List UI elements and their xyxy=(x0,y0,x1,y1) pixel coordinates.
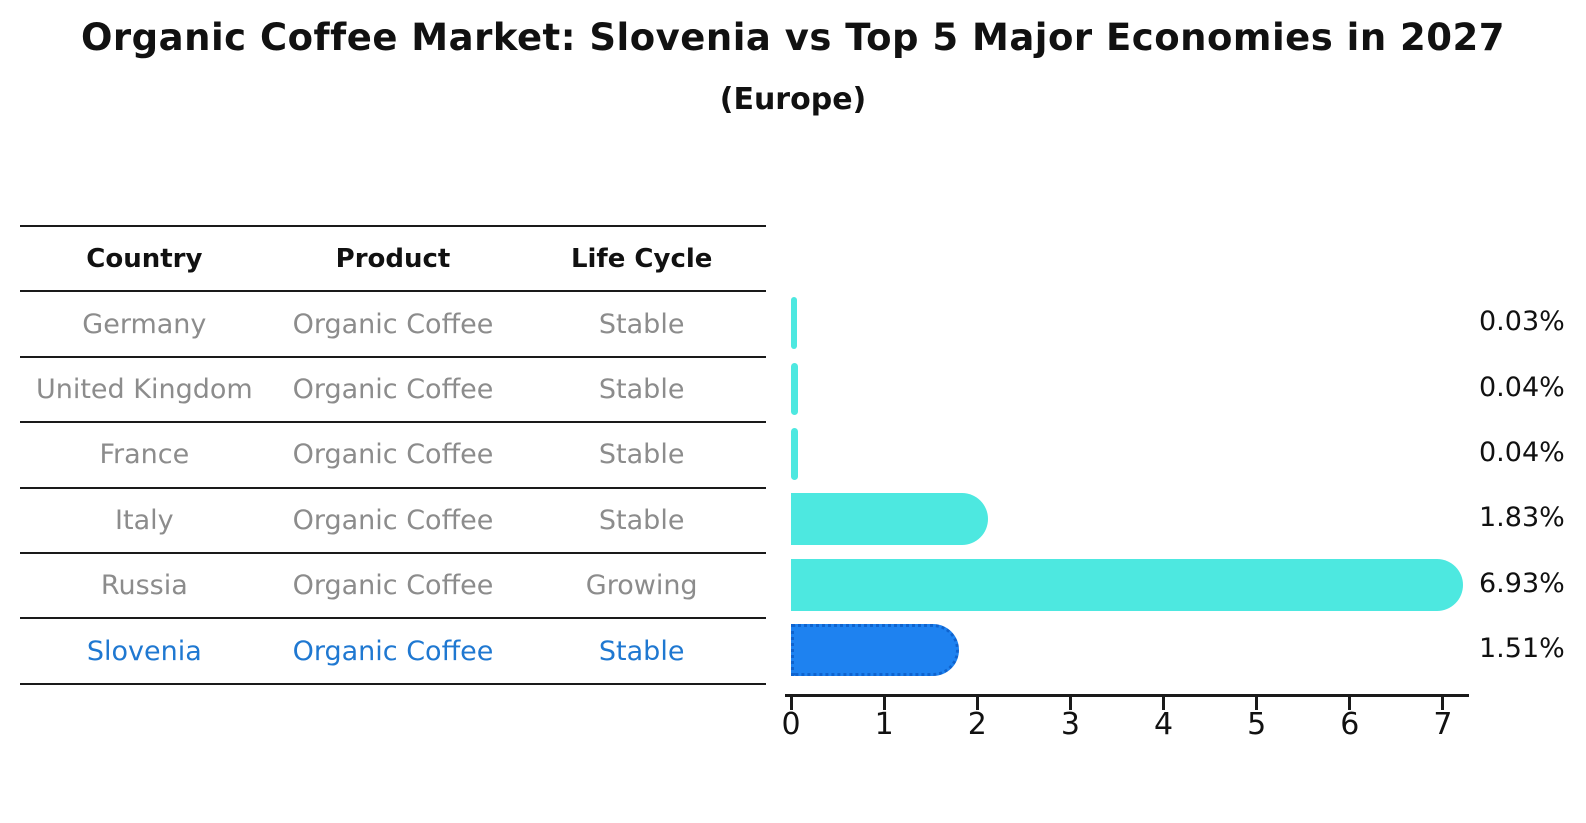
x-axis xyxy=(785,694,1469,697)
table-row: United Kingdom Organic Coffee Stable xyxy=(20,355,766,421)
cell-country: United Kingdom xyxy=(35,373,253,405)
data-table: Country Product Life Cycle Germany Organ… xyxy=(20,225,766,685)
cell-product: Organic Coffee xyxy=(292,373,494,405)
table-row: Russia Organic Coffee Growing xyxy=(20,551,766,617)
value-label: 1.83% xyxy=(1479,502,1565,534)
x-tick-label: 1 xyxy=(874,707,894,742)
header-country: Country xyxy=(86,243,203,274)
cell-life-cycle: Stable xyxy=(598,504,685,536)
cell-country: Italy xyxy=(115,504,174,536)
cell-product: Organic Coffee xyxy=(292,439,494,471)
bar-germany xyxy=(791,297,797,350)
x-tick-label: 7 xyxy=(1433,707,1453,742)
x-tick-label: 2 xyxy=(967,707,987,742)
bar-russia xyxy=(791,558,1464,611)
x-tick xyxy=(975,697,979,710)
bar-slovenia xyxy=(791,624,959,677)
value-label: 6.93% xyxy=(1479,567,1565,599)
x-tick-label: 4 xyxy=(1154,707,1174,742)
cell-product: Organic Coffee xyxy=(292,635,494,667)
x-tick xyxy=(1255,697,1259,710)
x-tick xyxy=(882,697,886,710)
chart-subtitle: (Europe) xyxy=(719,82,867,117)
x-tick-label: 3 xyxy=(1060,707,1080,742)
table-row: Italy Organic Coffee Stable xyxy=(20,486,766,552)
cell-product: Organic Coffee xyxy=(292,570,494,602)
cell-life-cycle: Stable xyxy=(598,635,685,667)
table-row-slovenia: Slovenia Organic Coffee Stable xyxy=(20,617,766,682)
header-product: Product xyxy=(335,243,451,274)
x-tick xyxy=(789,697,793,710)
value-label: 0.03% xyxy=(1479,306,1565,338)
value-label: 0.04% xyxy=(1479,437,1565,468)
x-tick-label: 5 xyxy=(1247,707,1267,742)
table-row: France Organic Coffee Stable xyxy=(20,421,766,486)
cell-life-cycle: Growing xyxy=(585,570,698,602)
bar-italy xyxy=(791,493,989,546)
cell-product: Organic Coffee xyxy=(292,504,494,536)
x-tick-label: 0 xyxy=(781,707,801,742)
value-label: 1.51% xyxy=(1479,633,1565,665)
x-tick xyxy=(1441,697,1445,710)
cell-country: France xyxy=(99,439,190,471)
cell-life-cycle: Stable xyxy=(598,308,685,340)
table-header-row: Country Product Life Cycle xyxy=(20,225,766,290)
bar-united-kingdom xyxy=(791,362,799,415)
cell-country: Slovenia xyxy=(86,635,202,667)
x-tick xyxy=(1348,697,1352,710)
x-tick xyxy=(1162,697,1166,710)
cell-country: Germany xyxy=(82,308,207,340)
cell-life-cycle: Stable xyxy=(598,439,685,471)
cell-country: Russia xyxy=(100,570,188,602)
bar-france xyxy=(791,428,799,480)
x-tick xyxy=(1068,697,1072,710)
table-row: Germany Organic Coffee Stable xyxy=(20,290,766,355)
cell-life-cycle: Stable xyxy=(598,373,685,405)
cell-product: Organic Coffee xyxy=(292,308,494,340)
chart-title: Organic Coffee Market: Slovenia vs Top 5… xyxy=(80,16,1506,59)
value-label: 0.04% xyxy=(1479,371,1565,403)
header-life-cycle: Life Cycle xyxy=(570,243,713,274)
x-tick-label: 6 xyxy=(1340,707,1360,742)
